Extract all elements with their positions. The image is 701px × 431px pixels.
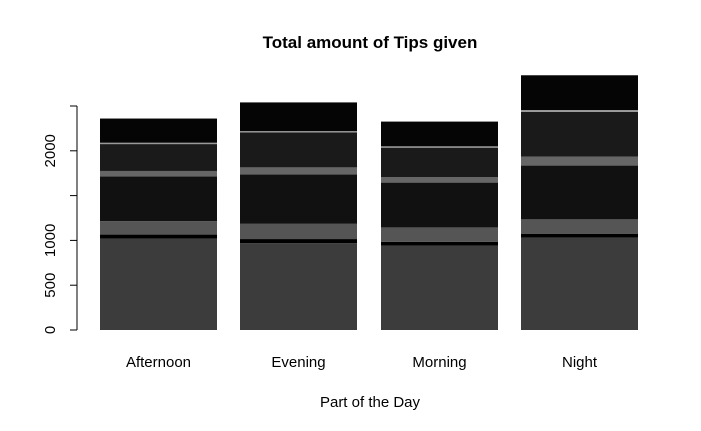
bar-segment (240, 167, 357, 175)
y-tick-label: 2000 (42, 134, 59, 167)
bar-segment (381, 245, 498, 330)
bar-segment (521, 75, 638, 111)
bar-segment (521, 165, 638, 220)
bar-segment (381, 227, 498, 242)
bar-segment (240, 223, 357, 240)
bar-segment (100, 170, 217, 177)
bar-segment (240, 132, 357, 168)
bar-segment (521, 233, 638, 238)
bar-segment (381, 147, 498, 178)
bar-segment (100, 238, 217, 330)
bar-segment (521, 219, 638, 234)
bar-segment (100, 234, 217, 239)
bar-segment (381, 241, 498, 246)
bar-segment (240, 102, 357, 132)
bar-segment (381, 121, 498, 147)
x-tick-label: Evening (271, 354, 325, 371)
bar-segment (521, 110, 638, 112)
bar-segment (240, 239, 357, 244)
bar-segment (100, 176, 217, 222)
x-axis-label: Part of the Day (320, 394, 421, 411)
bar-segment (240, 131, 357, 133)
bar-segment (240, 174, 357, 224)
y-tick-label: 500 (42, 273, 59, 298)
bar-segment (100, 221, 217, 235)
y-tick-label: 0 (42, 326, 59, 334)
y-tick-label: 1000 (42, 224, 59, 257)
bar-segment (381, 146, 498, 148)
bar-segment (381, 182, 498, 228)
bar-segment (521, 111, 638, 157)
bar-segment (100, 118, 217, 143)
bar-segment (100, 142, 217, 145)
bar-segment (381, 177, 498, 183)
x-tick-label: Afternoon (126, 354, 191, 371)
x-tick-label: Night (562, 354, 598, 371)
bar-segment (100, 144, 217, 171)
bar-segment (521, 237, 638, 330)
x-tick-label: Morning (412, 354, 466, 371)
chart-title: Total amount of Tips given (263, 33, 478, 52)
bar-segment (240, 243, 357, 330)
bar-segment (521, 156, 638, 166)
